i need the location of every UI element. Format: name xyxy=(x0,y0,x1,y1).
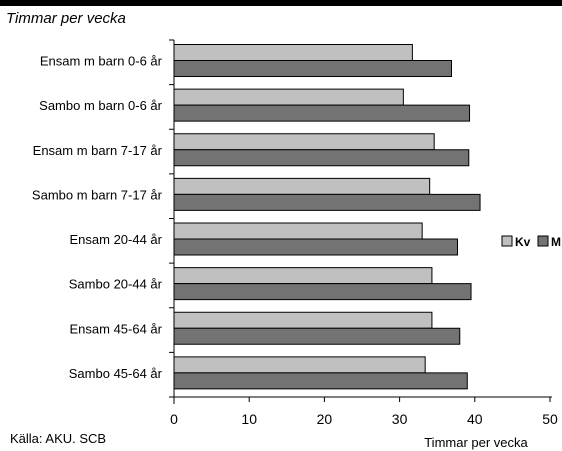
bar-kv-7 xyxy=(173,356,426,374)
x-tick-label-5: 50 xyxy=(542,411,558,427)
bar-m-5 xyxy=(173,283,472,301)
legend-swatch-kv xyxy=(501,235,513,247)
source-note: Källa: AKU. SCB xyxy=(10,431,107,446)
x-ticks: 0 10 20 30 40 50 xyxy=(170,397,558,427)
bar-kv-5 xyxy=(173,267,433,285)
x-tick-label-4: 40 xyxy=(467,411,483,427)
bar-kv-4 xyxy=(173,222,423,240)
category-label-2: Ensam m barn 7-17 år xyxy=(33,143,163,158)
legend-swatch-m xyxy=(537,235,549,247)
bar-m-2 xyxy=(173,149,470,167)
bar-kv-6 xyxy=(173,311,433,329)
chart-title: Timmar per vecka xyxy=(6,10,126,27)
legend-label-m: M xyxy=(551,235,561,249)
bar-kv-1 xyxy=(173,88,404,106)
legend: Kv M xyxy=(501,235,561,249)
bar-m-7 xyxy=(173,372,468,390)
x-tick-label-2: 20 xyxy=(317,411,333,427)
bar-m-3 xyxy=(173,193,481,211)
category-label-7: Sambo 45-64 år xyxy=(69,366,163,381)
bar-m-6 xyxy=(173,327,461,345)
bar-kv-0 xyxy=(173,44,413,61)
category-label-5: Sambo 20-44 år xyxy=(69,277,163,292)
bar-m-1 xyxy=(173,104,471,122)
bar-m-4 xyxy=(173,238,459,256)
category-label-6: Ensam 45-64 år xyxy=(70,321,163,336)
x-tick-label-1: 10 xyxy=(241,411,257,427)
x-tick-label-3: 30 xyxy=(392,411,408,427)
top-rule xyxy=(0,0,562,6)
category-label-4: Ensam 20-44 år xyxy=(70,232,163,247)
category-label-0: Ensam m barn 0-6 år xyxy=(40,54,163,69)
category-label-1: Sambo m barn 0-6 år xyxy=(39,98,163,113)
x-tick-label-0: 0 xyxy=(170,411,178,427)
bar-m-0 xyxy=(173,60,452,77)
category-labels: Ensam m barn 0-6 år Sambo m barn 0-6 år En… xyxy=(32,39,174,398)
bar-kv-3 xyxy=(173,177,431,195)
legend-label-kv: Kv xyxy=(515,235,531,249)
bars-group xyxy=(173,44,481,390)
bar-kv-2 xyxy=(173,133,435,151)
x-axis-label: Timmar per vecka xyxy=(424,435,528,450)
category-label-3: Sambo m barn 7-17 år xyxy=(32,187,163,202)
